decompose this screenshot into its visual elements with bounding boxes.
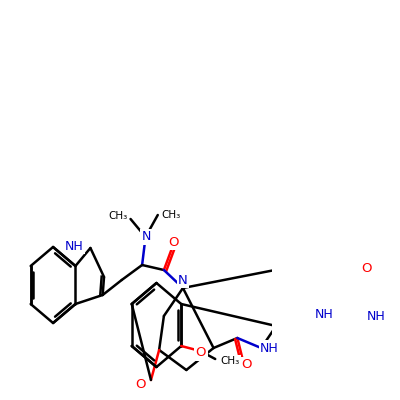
Text: O: O (196, 346, 206, 360)
Text: CH₃: CH₃ (108, 211, 127, 221)
Text: N: N (178, 274, 188, 286)
Text: NH: NH (367, 310, 386, 322)
Text: CH₃: CH₃ (221, 356, 240, 366)
Text: O: O (135, 378, 146, 390)
Text: O: O (242, 358, 252, 372)
Text: CH₃: CH₃ (161, 210, 180, 220)
Text: NH: NH (65, 240, 84, 252)
Text: O: O (168, 236, 179, 248)
Text: O: O (361, 262, 372, 274)
Text: N: N (142, 230, 151, 244)
Text: NH: NH (314, 308, 333, 320)
Text: NH: NH (260, 342, 279, 354)
